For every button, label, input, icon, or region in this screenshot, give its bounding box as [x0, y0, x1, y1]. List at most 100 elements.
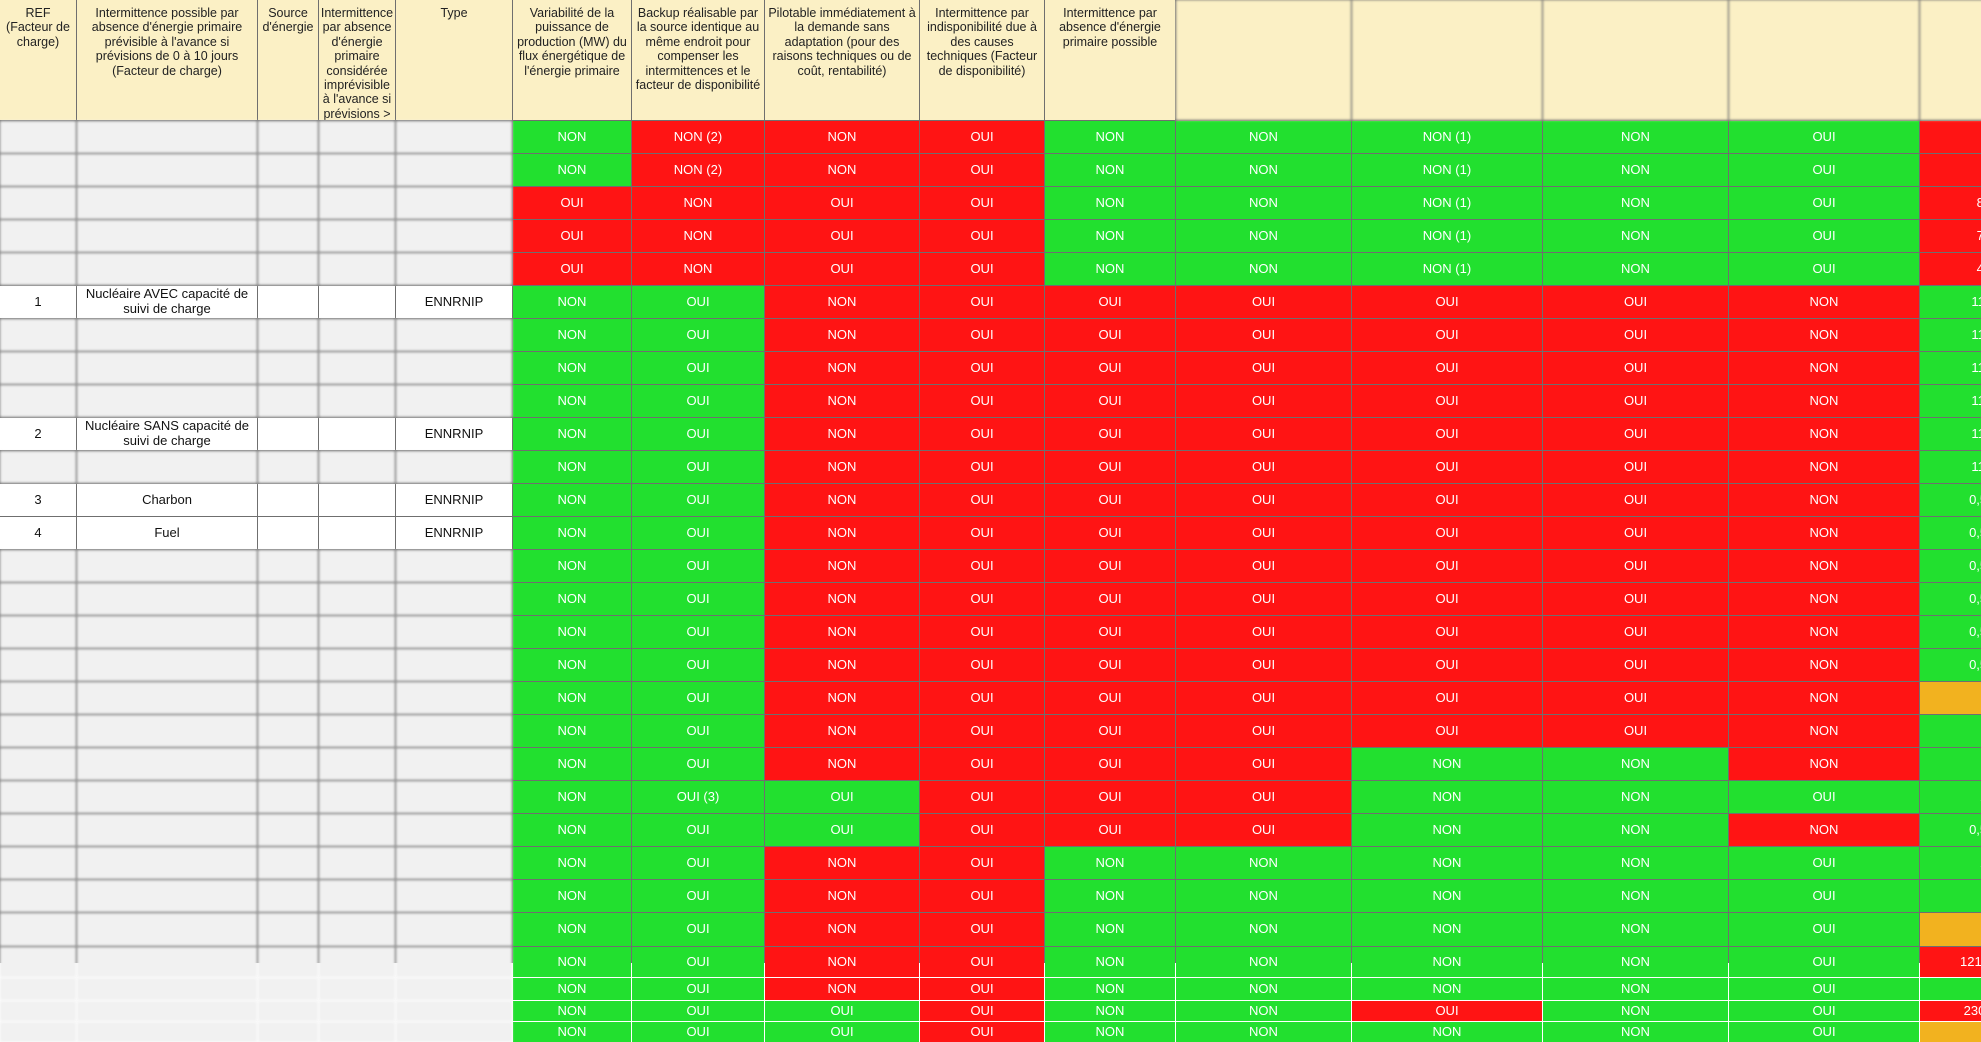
value-cell: NON: [513, 880, 631, 912]
row-ref: [0, 187, 76, 219]
value-cell: OUI: [1176, 517, 1351, 549]
value-cell: OUI: [1729, 947, 1919, 977]
row-ref: [0, 814, 76, 846]
value-cell: NON: [513, 947, 631, 977]
value-cell: OUI: [920, 352, 1044, 384]
value-cell: 8: [1920, 978, 1981, 1000]
row-filler: [258, 781, 318, 813]
value-cell: OUI: [1543, 715, 1728, 747]
row-type: [396, 715, 512, 747]
row-ref: 2: [0, 418, 76, 450]
value-cell: NON: [1543, 1001, 1728, 1021]
value-cell: NON: [1045, 220, 1175, 252]
value-cell: NON: [513, 913, 631, 946]
value-cell: OUI: [632, 814, 764, 846]
value-cell: NON: [1176, 978, 1351, 1000]
value-cell: OUI: [920, 451, 1044, 483]
row-ref: [0, 847, 76, 879]
row-spacer: [319, 913, 395, 946]
row-type: [396, 451, 512, 483]
value-cell: OUI: [1045, 748, 1175, 780]
row-ref: [0, 748, 76, 780]
row-ref: [0, 880, 76, 912]
value-cell: OUI: [1176, 682, 1351, 714]
row-type: [396, 913, 512, 946]
value-cell: NON: [1176, 121, 1351, 153]
value-cell: OUI: [1543, 616, 1728, 648]
value-cell: 0,5-22: [1920, 616, 1981, 648]
value-cell: OUI: [632, 649, 764, 681]
column-header-13: [1543, 0, 1728, 120]
row-type: [396, 121, 512, 153]
row-spacer: [319, 352, 395, 384]
value-cell: NON: [765, 154, 919, 186]
value-cell: NON: [1729, 814, 1919, 846]
value-cell: NON: [1729, 715, 1919, 747]
value-cell: NON: [1543, 814, 1728, 846]
value-cell: NON: [1543, 121, 1728, 153]
row-filler: [258, 187, 318, 219]
row-spacer: [319, 550, 395, 582]
value-cell: OUI: [765, 220, 919, 252]
value-cell: NON: [765, 947, 919, 977]
row-filler: [258, 286, 318, 318]
value-cell: NON: [513, 847, 631, 879]
value-cell: OUI: [920, 121, 1044, 153]
value-cell: 230-740: [1920, 1001, 1981, 1021]
value-cell: OUI: [632, 748, 764, 780]
value-cell: NON: [1176, 847, 1351, 879]
value-cell: OUI: [920, 154, 1044, 186]
value-cell: OUI: [920, 781, 1044, 813]
row-spacer: [319, 616, 395, 648]
value-cell: OUI: [1729, 880, 1919, 912]
value-cell: OUI: [1543, 352, 1728, 384]
value-cell: NON: [513, 451, 631, 483]
column-header-9: Intermittence par indisponibilité due à …: [920, 0, 1044, 120]
value-cell: NON: [765, 978, 919, 1000]
value-cell: NON: [1045, 187, 1175, 219]
row-filler: [258, 352, 318, 384]
row-spacer: [319, 385, 395, 417]
value-cell: NON: [1352, 814, 1542, 846]
value-cell: OUI: [1045, 715, 1175, 747]
row-spacer: [319, 517, 395, 549]
row-filler: [258, 913, 318, 946]
row-source: [77, 947, 257, 977]
row-filler: [258, 715, 318, 747]
value-cell: NON: [765, 847, 919, 879]
value-cell: OUI: [632, 286, 764, 318]
value-cell: NON: [513, 550, 631, 582]
value-cell: OUI: [1045, 814, 1175, 846]
row-filler: [258, 484, 318, 516]
row-ref: [0, 352, 76, 384]
value-cell: OUI: [1729, 913, 1919, 946]
row-type: [396, 253, 512, 285]
value-cell: NON: [765, 121, 919, 153]
row-ref: [0, 682, 76, 714]
value-cell: NON: [1729, 748, 1919, 780]
row-source: [77, 583, 257, 615]
value-cell: NON: [1176, 1001, 1351, 1021]
value-cell: NON: [765, 583, 919, 615]
value-cell: NON: [1352, 1022, 1542, 1042]
value-cell: OUI: [1352, 286, 1542, 318]
value-cell: NON: [1729, 517, 1919, 549]
value-cell: OUI: [920, 847, 1044, 879]
value-cell: OUI: [632, 451, 764, 483]
value-cell: NON: [1176, 220, 1351, 252]
row-spacer: [319, 814, 395, 846]
value-cell: OUI: [1543, 484, 1728, 516]
column-header-15: [1920, 0, 1981, 120]
value-cell: NON: [765, 748, 919, 780]
value-cell: NON: [513, 978, 631, 1000]
row-type: [396, 550, 512, 582]
value-cell: OUI: [632, 682, 764, 714]
row-ref: [0, 715, 76, 747]
column-header-8: Pilotable immédiatement à la demande san…: [765, 0, 919, 120]
value-cell: NON: [513, 616, 631, 648]
value-cell: OUI: [920, 748, 1044, 780]
value-cell: OUI: [1352, 715, 1542, 747]
value-cell: NON: [1176, 947, 1351, 977]
value-cell: NON: [1729, 484, 1919, 516]
value-cell: NON: [1729, 319, 1919, 351]
